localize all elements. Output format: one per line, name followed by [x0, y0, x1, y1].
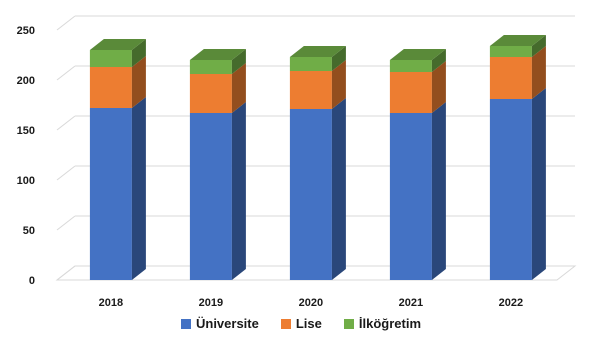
- bar-segment-side-0: [531, 88, 546, 280]
- bar-segment-2: [389, 60, 432, 72]
- gridline-depth: [56, 215, 76, 231]
- bar-segment-side-1: [331, 60, 346, 109]
- y-tick-label: 50: [23, 225, 35, 237]
- legend-swatch-universite: [180, 318, 191, 329]
- bar-segment-side-2: [231, 49, 246, 74]
- y-axis-ticks: 0 50 100 150 200 250: [17, 25, 35, 287]
- bar-stack-2021: [389, 49, 446, 280]
- bar-segment-side-1: [131, 56, 146, 108]
- x-tick-label: 2020: [299, 297, 323, 309]
- bar-segment-side-1: [531, 46, 546, 99]
- y-tick-label: 100: [17, 175, 35, 187]
- y-tick-label: 0: [29, 275, 35, 287]
- x-tick-label: 2019: [199, 297, 223, 309]
- bar-top-face: [489, 35, 546, 46]
- bar-segment-side-0: [331, 98, 346, 280]
- gridline-depth: [56, 115, 76, 131]
- gridline-depth: [56, 165, 76, 181]
- bar-segment-0: [189, 113, 232, 280]
- gridline-depth: [56, 15, 76, 31]
- x-tick-label: 2022: [499, 297, 523, 309]
- legend-swatch-lise: [280, 318, 291, 329]
- bar-segment-1: [289, 71, 332, 109]
- legend-item-universite: Üniversite: [180, 316, 259, 331]
- bar-segment-side-0: [231, 102, 246, 280]
- bar-segment-side-2: [431, 49, 446, 72]
- bar-segment-side-0: [431, 102, 446, 280]
- bar-top-face: [89, 39, 146, 50]
- bar-segment-2: [289, 57, 332, 71]
- bar-segment-2: [489, 46, 532, 57]
- bar-top-face: [189, 49, 246, 60]
- bars-layer: [89, 35, 546, 280]
- bar-segment-2: [189, 60, 232, 74]
- legend: Üniversite Lise İlköğretim: [0, 316, 602, 331]
- bar-segment-0: [389, 113, 432, 280]
- bar-top-face: [289, 46, 346, 57]
- bar-segment-side-1: [431, 61, 446, 113]
- bar-segment-0: [489, 99, 532, 280]
- y-tick-label: 200: [17, 75, 35, 87]
- bar-top-face: [389, 49, 446, 60]
- bar-segment-1: [189, 74, 232, 113]
- bar-stack-2018: [89, 39, 146, 280]
- bar-stack-2019: [189, 49, 246, 280]
- bar-segment-side-0: [131, 97, 146, 280]
- legend-label-lise: Lise: [295, 316, 322, 331]
- y-tick-label: 150: [17, 125, 35, 137]
- bar-segment-side-1: [231, 63, 246, 113]
- bar-segment-1: [89, 67, 132, 108]
- legend-swatch-ilkogretim: [343, 318, 354, 329]
- legend-item-lise: Lise: [280, 316, 322, 331]
- x-axis-ticks: 2018 2019 2020 2021 2022: [99, 297, 523, 309]
- bar-segment-side-2: [131, 39, 146, 67]
- x-tick-label: 2021: [399, 297, 423, 309]
- legend-label-universite: Üniversite: [195, 316, 259, 331]
- x-tick-label: 2018: [99, 297, 123, 309]
- bar-segment-0: [289, 109, 332, 280]
- bar-stack-2022: [489, 35, 546, 280]
- bar-segment-side-2: [331, 46, 346, 71]
- legend-item-ilkogretim: İlköğretim: [343, 316, 421, 331]
- legend-label-ilkogretim: İlköğretim: [358, 316, 421, 331]
- bar-stack-2020: [289, 46, 346, 280]
- bar-segment-0: [89, 108, 132, 280]
- bar-segment-2: [89, 50, 132, 67]
- bar-segment-1: [389, 72, 432, 113]
- bar-segment-1: [489, 57, 532, 99]
- y-tick-label: 250: [17, 25, 35, 37]
- gridline-depth: [56, 65, 76, 81]
- bar-segment-side-2: [531, 35, 546, 57]
